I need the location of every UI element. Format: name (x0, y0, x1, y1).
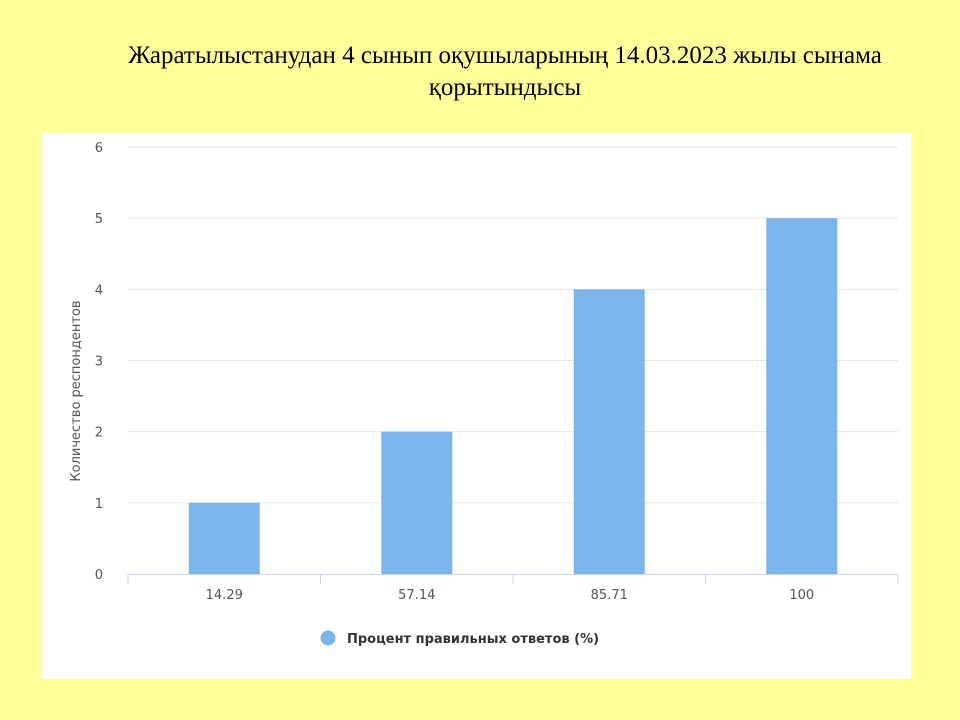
y-tick-label: 5 (95, 212, 103, 227)
bar[interactable] (188, 502, 260, 574)
y-tick-label: 2 (95, 426, 103, 441)
x-tick-labels: 14.29 57.14 85.71 100 (206, 588, 815, 603)
y-tick-label: 6 (95, 141, 103, 156)
slide-title: Жаратылыстанудан 4 сынып оқушыларының 14… (128, 42, 882, 101)
y-tick-label: 3 (95, 355, 103, 370)
legend-marker (320, 630, 336, 646)
y-tick-label: 0 (95, 568, 103, 583)
x-tick-label: 85.71 (591, 588, 628, 603)
y-axis-label: Количество респондентов (69, 300, 84, 481)
bar-chart: 0 1 2 3 4 5 6 14.29 57.14 85.71 100 Количество ре… (69, 141, 899, 648)
y-tick-labels: 0 1 2 3 4 5 6 (95, 141, 103, 583)
y-tick-label: 4 (95, 283, 103, 298)
x-tick-label: 100 (789, 588, 814, 603)
y-tick-label: 1 (95, 497, 103, 512)
bars (188, 218, 838, 574)
legend[interactable]: Процент правильных ответов (%) (320, 630, 600, 648)
legend-label: Процент правильных ответов (%) (347, 632, 599, 647)
bar[interactable] (766, 218, 838, 574)
bar[interactable] (573, 289, 645, 574)
bar[interactable] (381, 431, 453, 574)
x-tick-label: 14.29 (206, 588, 243, 603)
chart-panel: 0 1 2 3 4 5 6 14.29 57.14 85.71 100 Количество ре… (42, 133, 911, 679)
x-axis (127, 574, 899, 584)
x-tick-label: 57.14 (398, 588, 435, 603)
